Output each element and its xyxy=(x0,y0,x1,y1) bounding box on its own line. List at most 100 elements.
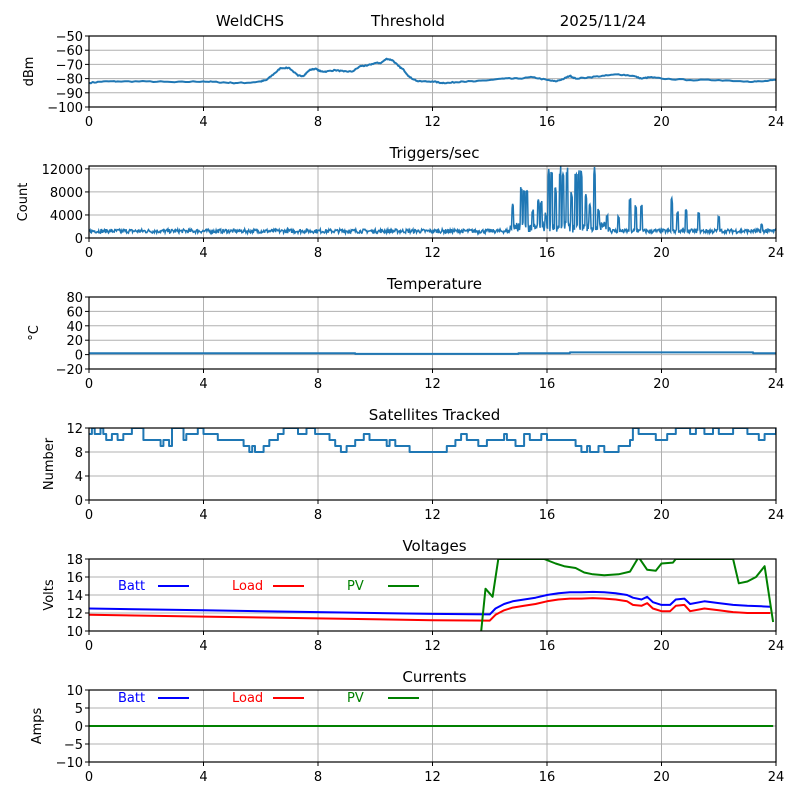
y-tick-label: −5 xyxy=(64,738,83,753)
x-tick-label: 24 xyxy=(768,508,785,523)
series-group xyxy=(89,166,776,236)
x-tick-label: 20 xyxy=(653,770,670,785)
x-tick-label: 16 xyxy=(539,377,556,392)
y-tick-label: −20 xyxy=(56,363,83,378)
series-line-satellites xyxy=(89,428,776,453)
series-line-load xyxy=(89,597,771,622)
x-tick-label: 12 xyxy=(424,639,441,654)
series-group xyxy=(89,57,776,85)
y-tick-label: 16 xyxy=(66,571,83,586)
y-axis-label: Amps xyxy=(30,707,45,744)
x-tick-label: 20 xyxy=(653,115,670,130)
x-tick-label: 12 xyxy=(424,508,441,523)
y-tick-label: 12 xyxy=(66,607,83,622)
y-tick-label: 14 xyxy=(66,589,83,604)
x-tick-label: 0 xyxy=(85,508,93,523)
header-date: 2025/11/24 xyxy=(560,12,646,30)
subplot-triggers: 0 4 8 12 16 20 24 0 4000 8000 12000 Triggers/sec Cou… xyxy=(16,144,784,261)
y-tick-label: 10 xyxy=(66,684,83,699)
subplot-title: Satellites Tracked xyxy=(369,406,500,424)
subplot-satellites: 0 4 8 12 16 20 24 0 4 8 12 Satellites Tracked Number xyxy=(42,406,784,523)
y-axis-label: Count xyxy=(16,183,31,222)
y-tick-label: 20 xyxy=(66,334,83,349)
legend-label-pv: PV xyxy=(347,691,364,706)
x-tick-label: 16 xyxy=(539,246,556,261)
x-tick-label: 20 xyxy=(653,508,670,523)
x-tick-label: 0 xyxy=(85,377,93,392)
series-line-triggers xyxy=(89,166,776,236)
legend-label-batt: Batt xyxy=(118,691,145,706)
x-tick-label: 20 xyxy=(653,246,670,261)
y-tick-label: −50 xyxy=(56,30,83,45)
x-tick-label: 12 xyxy=(424,115,441,130)
x-tick-label: 12 xyxy=(424,770,441,785)
x-tick-label: 24 xyxy=(768,639,785,654)
x-tick-label: 24 xyxy=(768,246,785,261)
subplot-title: Currents xyxy=(402,668,466,686)
series-line-threshold xyxy=(89,57,776,85)
y-tick-label: 40 xyxy=(66,320,83,335)
x-tick-label: 20 xyxy=(653,639,670,654)
x-tick-label: 4 xyxy=(199,770,207,785)
x-tick-label: 8 xyxy=(314,115,322,130)
series-group xyxy=(89,559,775,631)
y-tick-label: 10 xyxy=(66,625,83,640)
x-tick-label: 0 xyxy=(85,246,93,261)
y-tick-label: 8000 xyxy=(50,186,83,201)
y-tick-label: 80 xyxy=(66,291,83,306)
x-tick-label: 8 xyxy=(314,639,322,654)
x-tick-label: 0 xyxy=(85,770,93,785)
x-tick-label: 8 xyxy=(314,770,322,785)
series-line-batt xyxy=(89,590,771,616)
x-tick-label: 8 xyxy=(314,377,322,392)
y-axis-label: Volts xyxy=(42,579,57,611)
y-tick-label: −70 xyxy=(56,58,83,73)
x-tick-label: 0 xyxy=(85,115,93,130)
x-tick-label: 24 xyxy=(768,377,785,392)
legend-label-batt: Batt xyxy=(118,579,145,594)
x-tick-label: 20 xyxy=(653,377,670,392)
y-tick-label: 0 xyxy=(75,720,83,735)
y-tick-label: 4000 xyxy=(50,209,83,224)
legend-label-load: Load xyxy=(232,691,263,706)
x-tick-label: 24 xyxy=(768,115,785,130)
subplot-threshold: 0 4 8 12 16 20 24 −100−90−80−70−60−50 dBm xyxy=(22,30,784,130)
y-tick-label: 18 xyxy=(66,553,83,568)
series-line-temperature xyxy=(89,351,776,355)
y-tick-label: 4 xyxy=(75,470,83,485)
x-tick-label: 16 xyxy=(539,770,556,785)
subplot-currents: 0 4 8 12 16 20 24 −10 −5 0 5 10 Currents Amps Batt Load… xyxy=(30,668,784,785)
y-tick-label: 0 xyxy=(75,232,83,247)
x-tick-label: 12 xyxy=(424,377,441,392)
y-tick-label: 8 xyxy=(75,446,83,461)
subplot-voltages: 0 4 8 12 16 20 24 10 12 14 16 18 Voltages Volts Batt Lo… xyxy=(42,537,784,654)
x-tick-label: 4 xyxy=(199,377,207,392)
y-axis-label: Number xyxy=(42,437,57,490)
series-group xyxy=(89,428,776,453)
y-axis-label: dBm xyxy=(22,57,37,87)
x-tick-label: 4 xyxy=(199,115,207,130)
series-group xyxy=(89,351,776,355)
x-tick-label: 4 xyxy=(199,639,207,654)
y-tick-label: −100 xyxy=(47,101,83,116)
legend-label-load: Load xyxy=(232,579,263,594)
y-tick-label: 12 xyxy=(66,422,83,437)
x-tick-label: 8 xyxy=(314,246,322,261)
header-label: Threshold xyxy=(370,12,445,30)
x-tick-label: 4 xyxy=(199,246,207,261)
y-tick-label: 0 xyxy=(75,494,83,509)
y-tick-label: −10 xyxy=(56,756,83,771)
subplot-title: Voltages xyxy=(402,537,466,555)
y-tick-label: −90 xyxy=(56,87,83,102)
y-tick-label: 0 xyxy=(75,349,83,364)
x-tick-label: 0 xyxy=(85,639,93,654)
y-tick-label: 60 xyxy=(66,305,83,320)
legend-label-pv: PV xyxy=(347,579,364,594)
y-axis-label: °C xyxy=(27,325,42,341)
x-tick-label: 16 xyxy=(539,639,556,654)
x-tick-label: 8 xyxy=(314,508,322,523)
x-tick-label: 24 xyxy=(768,770,785,785)
x-tick-label: 12 xyxy=(424,246,441,261)
